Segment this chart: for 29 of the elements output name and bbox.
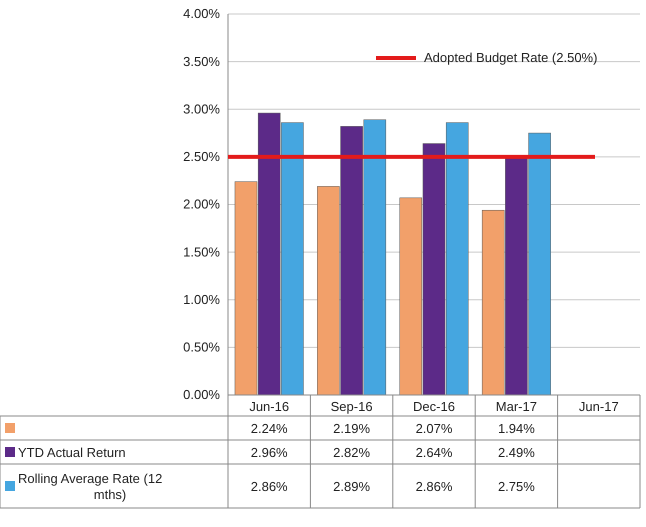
y-tick-label: 0.50%: [183, 340, 220, 355]
y-tick-label: 3.50%: [183, 54, 220, 69]
data-label: 2.24%: [250, 421, 288, 436]
y-tick-label: 3.00%: [183, 101, 220, 116]
legend-label: Adopted Budget Rate (2.50%): [424, 50, 598, 65]
y-tick-label: 0.00%: [183, 387, 220, 402]
x-tick-label: Jun-16: [249, 399, 290, 414]
data-label: 2.49%: [498, 445, 536, 460]
y-tick-label: 1.50%: [183, 244, 220, 260]
data-label: 2.89%: [333, 479, 370, 494]
data-label: 2.82%: [333, 445, 370, 460]
legend-label: Rolling Average Rate (12 mths): [18, 471, 162, 502]
data-label: 2.64%: [416, 445, 453, 460]
data-label: 2.86%: [250, 479, 288, 494]
data-label: 1.94%: [498, 421, 536, 436]
data-label: 2.75%: [498, 479, 536, 494]
legend-label: YTD Actual Return: [18, 445, 126, 460]
y-tick-label: 2.00%: [183, 196, 220, 212]
data-label: 2.19%: [333, 421, 370, 436]
x-tick-label: Dec-16: [413, 399, 455, 414]
data-label: 2.86%: [416, 479, 453, 494]
x-tick-label: Sep-16: [330, 399, 373, 414]
x-tick-label: Jun-17: [578, 399, 619, 414]
y-tick-label: 1.00%: [183, 292, 220, 307]
data-label: 2.96%: [250, 445, 288, 460]
y-tick-label: 4.00%: [183, 6, 220, 22]
y-tick-label: 2.50%: [183, 149, 220, 164]
x-tick-label: Mar-17: [496, 399, 537, 414]
data-label: 2.07%: [416, 421, 453, 436]
